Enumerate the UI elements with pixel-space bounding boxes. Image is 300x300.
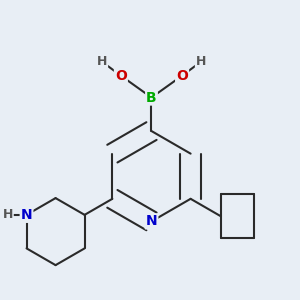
Text: N: N [21,208,32,222]
Text: H: H [97,55,107,68]
Text: B: B [146,91,157,104]
Text: H: H [196,55,206,68]
Text: H: H [2,208,13,221]
Text: O: O [115,69,127,83]
Text: N: N [146,214,157,228]
Text: O: O [176,69,188,83]
